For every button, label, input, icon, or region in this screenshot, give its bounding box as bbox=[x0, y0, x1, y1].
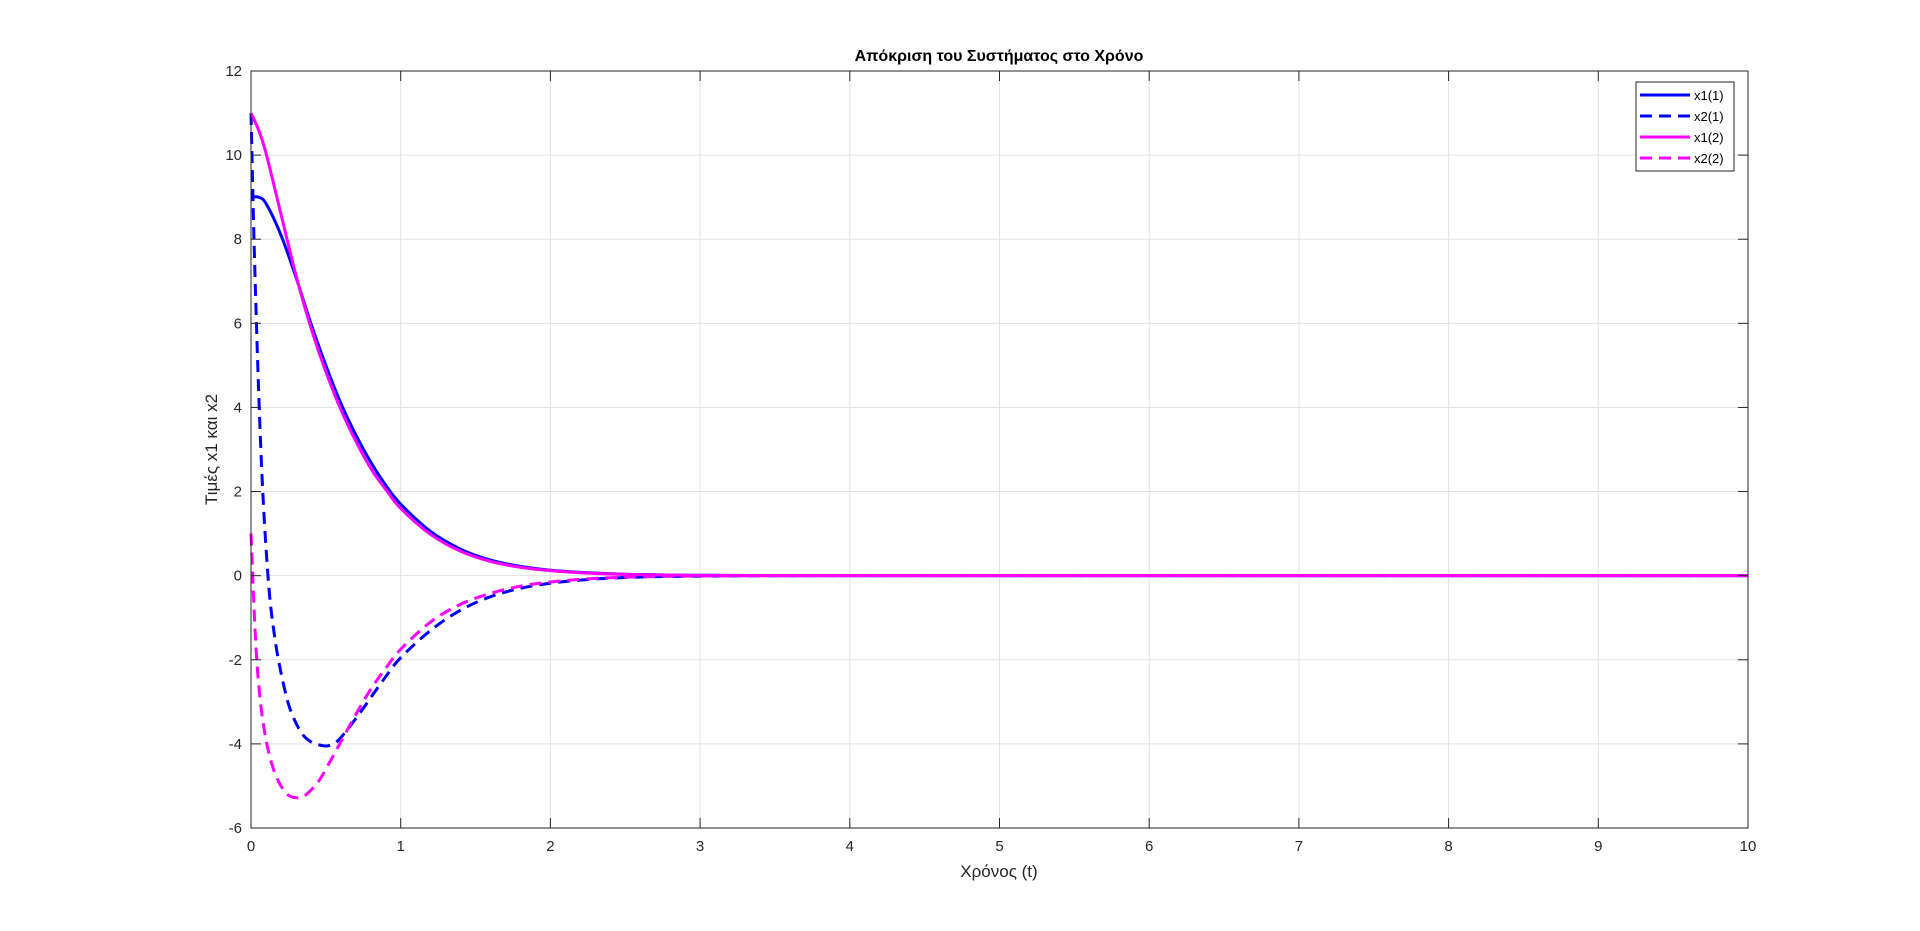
legend: x1(1) x2(1) x1(2) x2(2) bbox=[1635, 81, 1735, 172]
x-tick-label: 0 bbox=[247, 838, 255, 855]
legend-box bbox=[1635, 81, 1735, 172]
y-tick-label: -6 bbox=[229, 820, 242, 837]
x-tick-label: 1 bbox=[397, 838, 405, 855]
x-tick-label: 7 bbox=[1295, 838, 1303, 855]
legend-label-x1-2: x1(2) bbox=[1694, 130, 1724, 145]
legend-label-x2-1: x2(1) bbox=[1694, 109, 1724, 124]
x-tick-label: 3 bbox=[696, 838, 704, 855]
x-tick-label: 9 bbox=[1594, 838, 1602, 855]
chart-title: Απόκριση του Συστήματος στο Χρόνο bbox=[855, 48, 1144, 65]
series-lines bbox=[249, 112, 1748, 800]
y-tick-label: -2 bbox=[229, 652, 242, 669]
x-tick-label: 8 bbox=[1444, 838, 1452, 855]
y-tick-label: 6 bbox=[234, 315, 242, 332]
x-axis-label: Χρόνος (t) bbox=[960, 862, 1037, 881]
y-tick-label: 0 bbox=[234, 568, 242, 585]
y-tick-label: 8 bbox=[234, 231, 242, 248]
y-tick-label: 10 bbox=[225, 147, 242, 164]
x-tick-label: 6 bbox=[1145, 838, 1153, 855]
x-tick-label: 10 bbox=[1740, 838, 1757, 855]
series-line-x2-2 bbox=[249, 533, 1748, 800]
y-axis-label: Τιμές x1 και x2 bbox=[202, 394, 221, 505]
x-tick-label: 4 bbox=[846, 838, 854, 855]
y-tick-label: -4 bbox=[229, 736, 242, 753]
y-tick-label: 2 bbox=[234, 484, 242, 501]
x-tick-label: 2 bbox=[546, 838, 554, 855]
y-tick-label: 4 bbox=[234, 399, 242, 416]
legend-label-x2-2: x2(2) bbox=[1694, 151, 1724, 166]
x-tick-label: 5 bbox=[995, 838, 1003, 855]
y-tick-label: 12 bbox=[225, 63, 242, 80]
legend-label-x1-1: x1(1) bbox=[1694, 88, 1724, 103]
series-line-x1-2 bbox=[249, 112, 1748, 578]
